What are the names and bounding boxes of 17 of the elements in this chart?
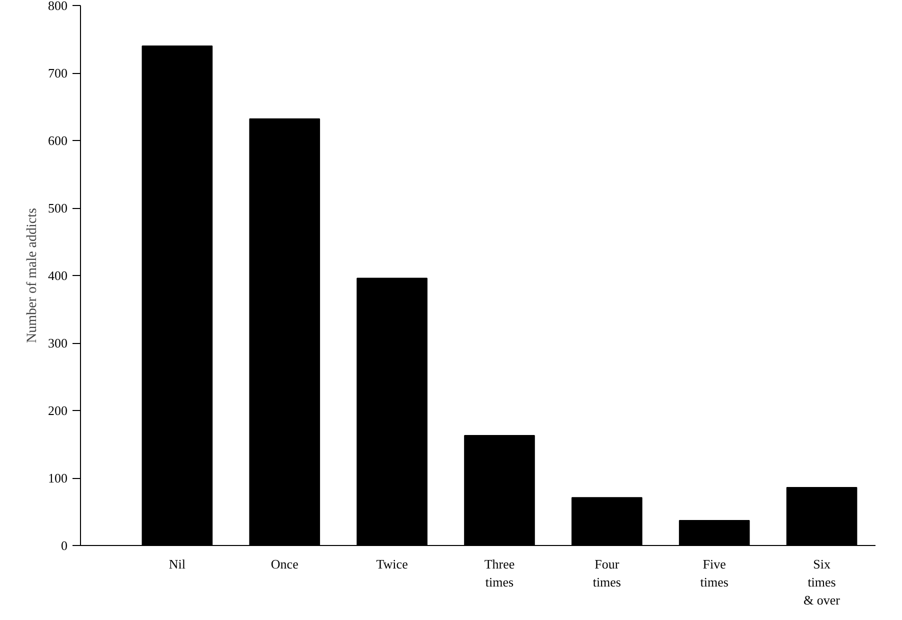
x-tick-label: Once [270, 556, 299, 572]
y-tick-label: 800 [48, 0, 68, 13]
y-tick-label: 0 [61, 538, 68, 553]
y-axis-title: Number of male addicts [25, 208, 40, 343]
y-tick-label: 600 [48, 133, 68, 148]
y-tick-label: 300 [48, 336, 68, 350]
y-tick-label: 400 [48, 268, 68, 283]
x-tick-label: Three times [484, 556, 515, 590]
x-tick-label: Nil [168, 556, 186, 572]
x-tick-label: Four times [592, 556, 622, 590]
y-tick-label: 100 [48, 470, 68, 486]
y-tick-label: 500 [48, 200, 68, 216]
x-tick-label: Six times & over [804, 556, 841, 608]
x-tick-label: Twice [376, 556, 408, 572]
y-tick-label: 200 [48, 403, 68, 418]
y-tick-label: 700 [48, 66, 68, 80]
x-tick-label: Five times [700, 556, 728, 590]
